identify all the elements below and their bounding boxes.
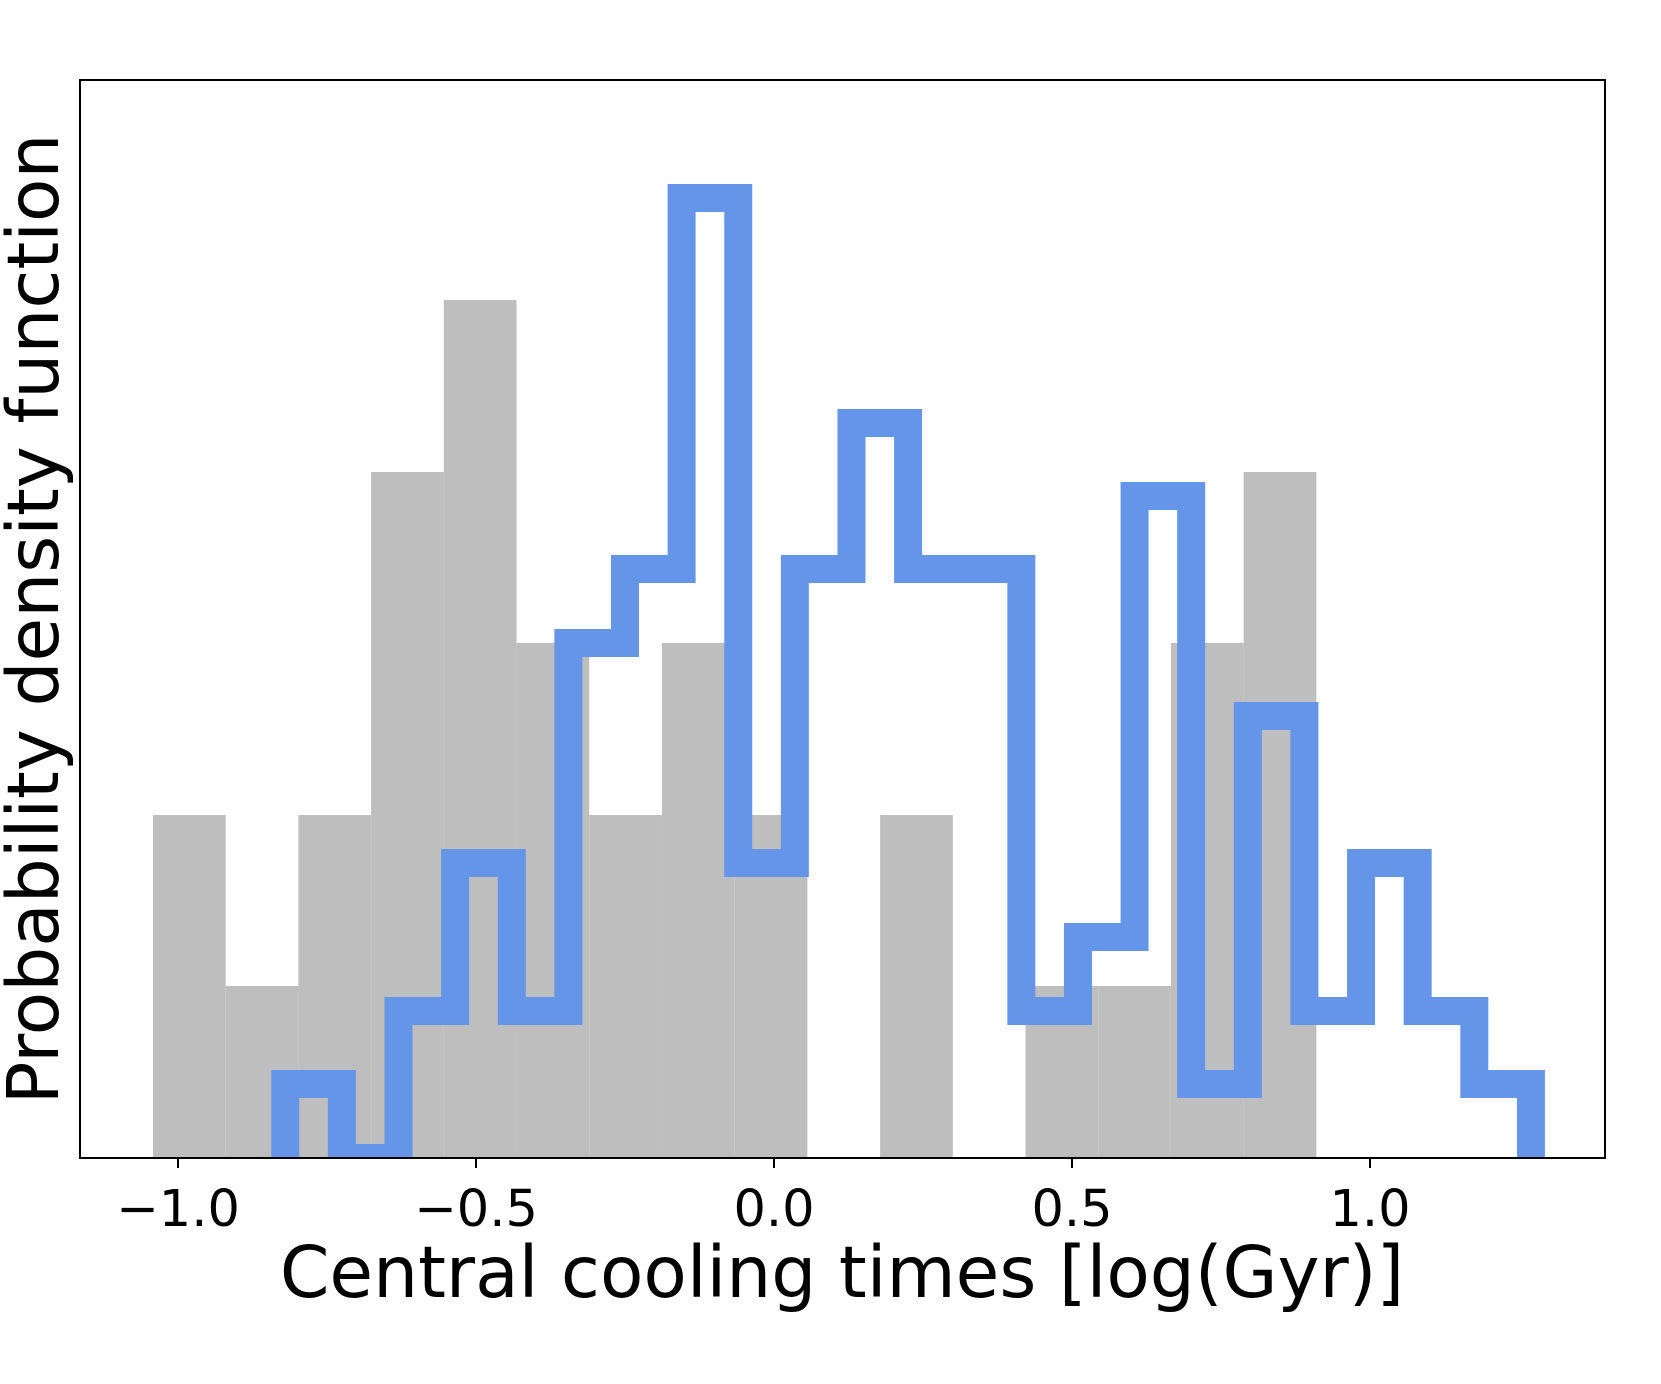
x-tick-label: 0.0 [733, 1180, 814, 1239]
grey-bar [1098, 986, 1171, 1158]
x-tick-label: −1.0 [116, 1180, 240, 1239]
blue-step-line [271, 184, 1545, 1158]
grey-bar [880, 815, 953, 1158]
blue-step-histogram [271, 184, 1545, 1158]
grey-bar [443, 300, 517, 1158]
grey-bar [589, 815, 662, 1158]
y-axis-title: Probability density function [0, 134, 75, 1105]
x-tick-label: −0.5 [414, 1180, 538, 1239]
x-axis: −1.0 −0.5 0.0 0.5 1.0 [116, 1158, 1411, 1239]
grey-bar [152, 815, 226, 1158]
x-tick-label: 0.5 [1031, 1180, 1112, 1239]
x-tick-label: 1.0 [1329, 1180, 1410, 1239]
grey-bar [661, 643, 735, 1158]
x-axis-title: Central cooling times [log(Gyr)] [280, 1231, 1404, 1314]
plot-frame [79, 79, 1606, 1159]
